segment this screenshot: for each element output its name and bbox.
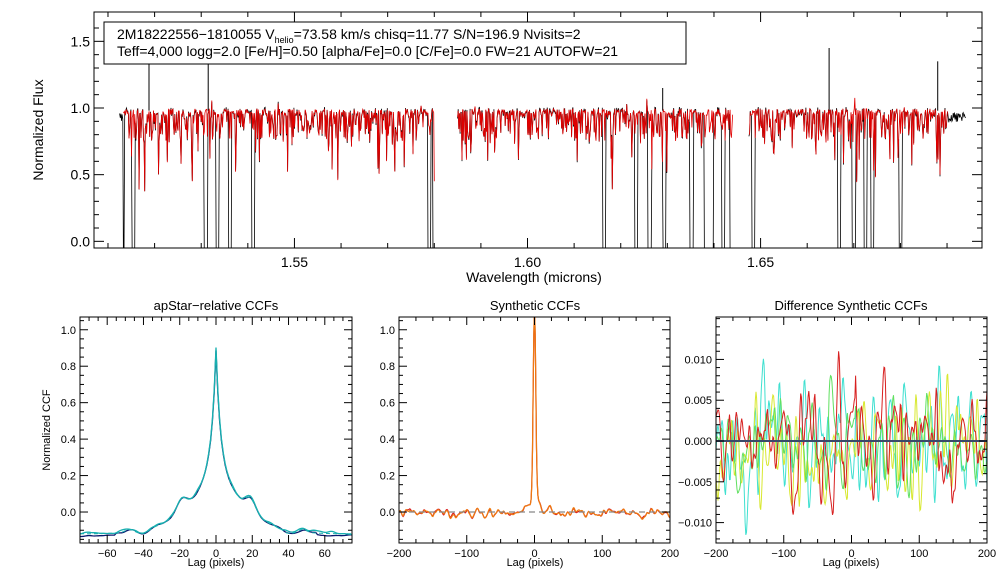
y-tick-label: 1.5 (71, 33, 91, 49)
y-tick-label: 0.010 (684, 354, 712, 366)
y-tick-label: 0.5 (71, 167, 91, 183)
ccf-visit-1-line (80, 350, 352, 538)
model-spectrum-chip-2 (457, 98, 733, 190)
y-tick-label: 0.0 (380, 507, 395, 519)
y-tick-label: 1.0 (71, 100, 91, 116)
apstar-ccf-ticks: −60 −40 −20 0 20 40 60 0.0 0.2 0.4 0.6 0.8 1.0 (61, 317, 353, 560)
spectrum-xlabel: Wavelength (microns) (466, 269, 602, 285)
apstar-ccf-ylabel: Normalized CCF (41, 389, 53, 471)
apstar-ccf-data (80, 347, 352, 538)
x-tick-label: −100 (771, 548, 796, 560)
x-tick-label: 40 (282, 548, 294, 560)
difference-red-line (716, 351, 987, 515)
x-tick-label: 20 (246, 548, 258, 560)
y-tick-label: 0.2 (380, 471, 395, 483)
y-tick-label: 0.005 (684, 395, 712, 407)
x-tick-label: −200 (704, 548, 729, 560)
x-tick-label: 100 (910, 548, 928, 560)
x-tick-label: −60 (98, 548, 117, 560)
x-tick-label: −40 (134, 548, 153, 560)
spectrum-panel: 1.55 1.60 1.65 0.0 0.5 1.0 1.5 2M18222556−1810… (30, 11, 983, 285)
x-tick-label: 0 (848, 548, 854, 560)
x-tick-label: −100 (454, 548, 479, 560)
x-tick-label: 1.55 (281, 254, 308, 270)
y-tick-label: 1.0 (61, 325, 76, 337)
y-tick-label: 0.4 (61, 434, 76, 446)
synthetic-ccf-visit-2-line (399, 317, 670, 521)
synthetic-ccf-ticks: −200 −100 0 100 200 0.0 0.2 0.4 0.6 0.8 1.0 (380, 317, 679, 560)
y-tick-label: 0.8 (380, 361, 395, 373)
y-tick-label: 1.0 (380, 325, 395, 337)
x-tick-label: 1.65 (747, 254, 774, 270)
x-tick-label: 200 (661, 548, 679, 560)
difference-ccf-xlabel: Lag (pixels) (823, 557, 880, 569)
x-tick-label: −20 (170, 548, 189, 560)
y-tick-label: 0.0 (61, 507, 76, 519)
ccf-visit-2-line (80, 347, 352, 536)
x-tick-label: 100 (593, 548, 611, 560)
difference-cyan-line (716, 358, 987, 535)
y-tick-label: −0.005 (678, 477, 712, 489)
header-box (103, 21, 687, 65)
x-tick-label: 1.60 (514, 254, 541, 270)
spectrum-ticks: 1.55 1.60 1.65 0.0 0.5 1.0 1.5 (71, 12, 982, 270)
x-tick-label: −200 (387, 548, 412, 560)
apstar-ccf-title: apStar−relative CCFs (154, 298, 279, 313)
synthetic-ccf-xlabel: Lag (pixels) (507, 557, 564, 569)
y-tick-label: 0.2 (61, 471, 76, 483)
difference-ccf-panel: Difference Synthetic CCFs −200 −100 0 100 20… (678, 298, 996, 569)
x-tick-label: 0 (531, 548, 537, 560)
y-tick-label: 0.8 (61, 361, 76, 373)
y-tick-label: 0.4 (380, 434, 395, 446)
y-tick-label: 0.000 (684, 436, 712, 448)
y-tick-label: −0.010 (678, 518, 712, 530)
y-tick-label: 0.0 (71, 233, 91, 249)
spectrum-data (119, 48, 966, 248)
synthetic-ccf-title: Synthetic CCFs (490, 298, 581, 313)
difference-ccf-data (716, 351, 987, 535)
ccf-combined-dashed-line (80, 349, 352, 535)
model-spectrum-chip-3 (748, 97, 948, 183)
y-tick-label: 0.6 (61, 398, 76, 410)
apstar-ccf-panel: apStar−relative CCFs −60 −40 −20 0 20 40 60 0.0… (41, 298, 353, 569)
synthetic-ccf-data (399, 317, 670, 521)
spectrum-ylabel: Normalized Flux (30, 79, 46, 180)
x-tick-label: 200 (978, 548, 996, 560)
header-line1: 2M18222556−1810055 Vhelio=73.58 km/s chi… (117, 26, 581, 45)
x-tick-label: 60 (319, 548, 331, 560)
model-spectrum-chip-1 (123, 100, 435, 192)
x-tick-label: 0 (213, 548, 219, 560)
y-tick-label: 0.6 (380, 398, 395, 410)
difference-ccf-title: Difference Synthetic CCFs (775, 298, 928, 313)
spectrum-frame (93, 11, 983, 249)
synthetic-ccf-visit-1-line (399, 317, 670, 520)
apstar-ccf-xlabel: Lag (pixels) (188, 557, 245, 569)
header-line2: Teff=4,000 logg=2.0 [Fe/H]=0.50 [alpha/F… (117, 43, 618, 59)
spectrum-header: 2M18222556−1810055 Vhelio=73.58 km/s chi… (103, 21, 687, 65)
difference-ccf-ticks: −200 −100 0 100 200 −0.010 −0.005 0.000 0.005 0.0… (678, 317, 996, 560)
synthetic-ccf-panel: Synthetic CCFs −200 −100 0 100 200 0.0 0.2 0.4 0… (380, 298, 679, 569)
